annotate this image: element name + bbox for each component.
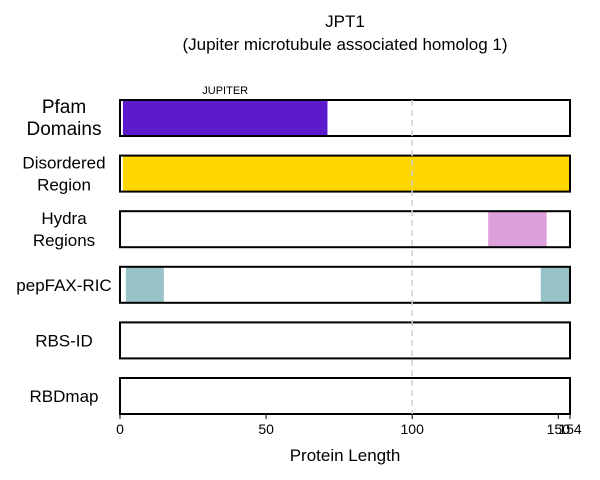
track-segment xyxy=(122,155,570,192)
x-axis-label: Protein Length xyxy=(290,446,401,465)
track-1: JUPITER Pfam Domains xyxy=(27,85,571,140)
track-segment xyxy=(125,266,164,303)
track-border xyxy=(119,321,571,360)
track-border xyxy=(119,210,571,249)
track-6: RBDmap xyxy=(30,377,571,415)
x-tick-label: 0 xyxy=(116,421,124,437)
x-tick-label: 100 xyxy=(401,421,425,437)
track-2: Disordered Region xyxy=(22,154,571,195)
x-tick-label: 150 xyxy=(547,421,571,437)
track-segment xyxy=(540,266,570,303)
segment-label: JUPITER xyxy=(202,85,248,97)
track-label: Hydra Regions xyxy=(33,209,95,250)
track-label: RBDmap xyxy=(30,387,99,406)
chart-title: JPT1 xyxy=(325,12,365,31)
track-background xyxy=(120,322,570,359)
track-border xyxy=(119,265,571,304)
chart-subtitle: (Jupiter microtubule associated homolog … xyxy=(182,35,507,54)
track-segment xyxy=(488,211,547,248)
track-border xyxy=(119,99,571,137)
track-label: Disordered Region xyxy=(22,154,105,195)
track-border xyxy=(119,154,571,193)
track-background xyxy=(120,266,570,303)
track-background xyxy=(120,378,570,414)
track-3: Hydra Regions xyxy=(33,209,571,250)
track-segment xyxy=(122,100,328,136)
x-tick-label: 154 xyxy=(558,421,582,437)
track-4: pepFAX-RIC xyxy=(16,265,571,304)
track-label: Pfam Domains xyxy=(27,97,102,140)
track-5: RBS-ID xyxy=(35,321,571,360)
track-label: RBS-ID xyxy=(35,331,93,350)
x-tick-label: 50 xyxy=(258,421,274,437)
track-label: pepFAX-RIC xyxy=(16,276,111,295)
track-border xyxy=(119,377,571,415)
tracks-layer: JUPITER Pfam Domains Disordered Region Hydra R… xyxy=(16,85,571,415)
